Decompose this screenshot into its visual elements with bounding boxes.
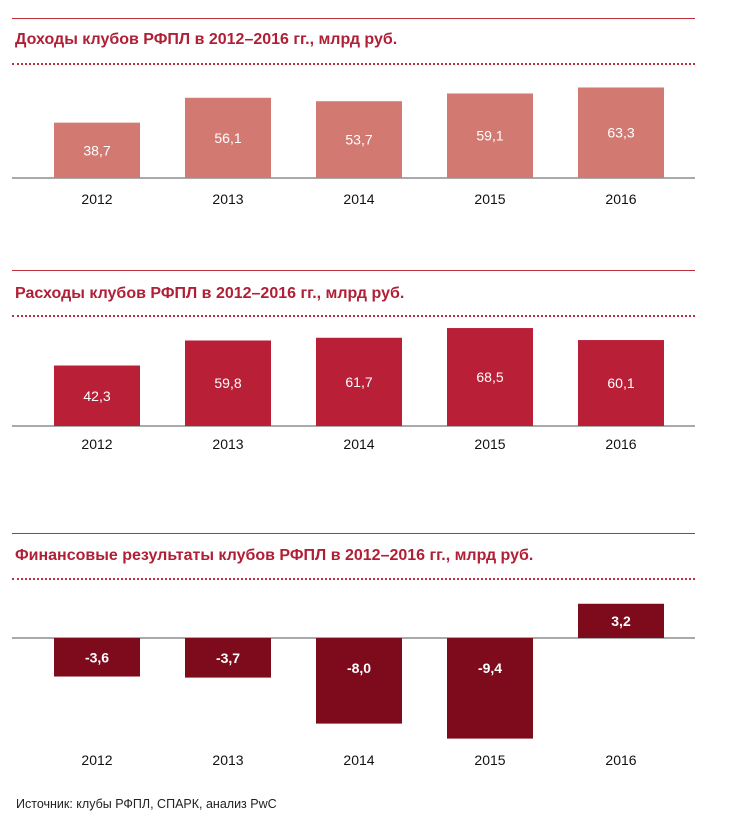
tick-label-2013: 2013 — [212, 752, 243, 768]
bar-2015 — [447, 638, 533, 739]
data-label-2016: 60,1 — [607, 375, 634, 391]
bar-2015 — [447, 328, 533, 426]
bar-2014 — [316, 337, 402, 426]
tick-label-2014: 2014 — [343, 752, 374, 768]
tick-label-2016: 2016 — [605, 191, 636, 207]
bar-2016 — [578, 87, 664, 178]
expenses-chart-panel: Расходы клубов РФПЛ в 2012–2016 гг., млр… — [12, 270, 695, 470]
data-label-2015: 59,1 — [476, 128, 503, 144]
tick-label-2015: 2015 — [474, 436, 505, 452]
tick-label-2014: 2014 — [343, 436, 374, 452]
data-label-2014: 61,7 — [345, 374, 372, 390]
bar-2013 — [185, 97, 271, 178]
bar-2014 — [316, 101, 402, 178]
data-label-2012: 42,3 — [83, 388, 110, 404]
data-label-2014: -8,0 — [347, 660, 371, 676]
dotted-rule — [12, 63, 695, 65]
bar-2012 — [54, 365, 140, 426]
chart-title: Доходы клубов РФПЛ в 2012–2016 гг., млрд… — [15, 31, 398, 48]
data-label-2016: 3,2 — [611, 613, 631, 629]
revenue-chart-panel: Доходы клубов РФПЛ в 2012–2016 гг., млрд… — [12, 18, 695, 218]
tick-label-2016: 2016 — [605, 752, 636, 768]
tick-label-2014: 2014 — [343, 191, 374, 207]
data-label-2013: -3,7 — [216, 650, 240, 666]
top-rule — [12, 18, 695, 19]
results-bar-chart: -3,6 2012 -3,7 2013 -8,0 2014 -9,4 2015 3,2 2016 — [12, 603, 695, 768]
bar-2013 — [185, 340, 271, 426]
chart-title: Финансовые результаты клубов РФПЛ в 2012… — [15, 547, 534, 564]
tick-label-2012: 2012 — [81, 191, 112, 207]
bar-2012 — [54, 122, 140, 178]
data-label-2015: -9,4 — [478, 660, 502, 676]
bar-2014 — [316, 638, 402, 724]
data-label-2012: -3,6 — [85, 649, 109, 665]
data-label-2013: 56,1 — [214, 130, 241, 146]
top-rule — [12, 533, 695, 534]
top-rule — [12, 270, 695, 271]
tick-label-2013: 2013 — [212, 436, 243, 452]
source-note: Источник: клубы РФПЛ, СПАРК, анализ PwC — [16, 797, 277, 811]
tick-label-2015: 2015 — [474, 752, 505, 768]
bar-2013 — [185, 638, 271, 678]
dotted-rule — [12, 578, 695, 580]
tick-label-2016: 2016 — [605, 436, 636, 452]
data-label-2012: 38,7 — [83, 142, 110, 158]
bar-2016 — [578, 340, 664, 426]
data-label-2015: 68,5 — [476, 369, 503, 385]
tick-label-2013: 2013 — [212, 191, 243, 207]
revenue-bar-chart: 38,7 2012 56,1 2013 53,7 2014 59,1 2015 63,3 2016 — [12, 87, 695, 207]
bar-2015 — [447, 93, 533, 178]
chart-title: Расходы клубов РФПЛ в 2012–2016 гг., млр… — [15, 285, 405, 302]
tick-label-2012: 2012 — [81, 436, 112, 452]
bar-2012 — [54, 638, 140, 677]
results-chart-panel: Финансовые результаты клубов РФПЛ в 2012… — [12, 533, 695, 783]
dotted-rule — [12, 315, 695, 317]
tick-label-2012: 2012 — [81, 752, 112, 768]
data-label-2016: 63,3 — [607, 125, 634, 141]
expenses-bar-chart: 42,3 2012 59,8 2013 61,7 2014 68,5 2015 60,1 2016 — [12, 328, 695, 452]
data-label-2014: 53,7 — [345, 132, 372, 148]
bar-2016 — [578, 603, 664, 638]
tick-label-2015: 2015 — [474, 191, 505, 207]
data-label-2013: 59,8 — [214, 375, 241, 391]
